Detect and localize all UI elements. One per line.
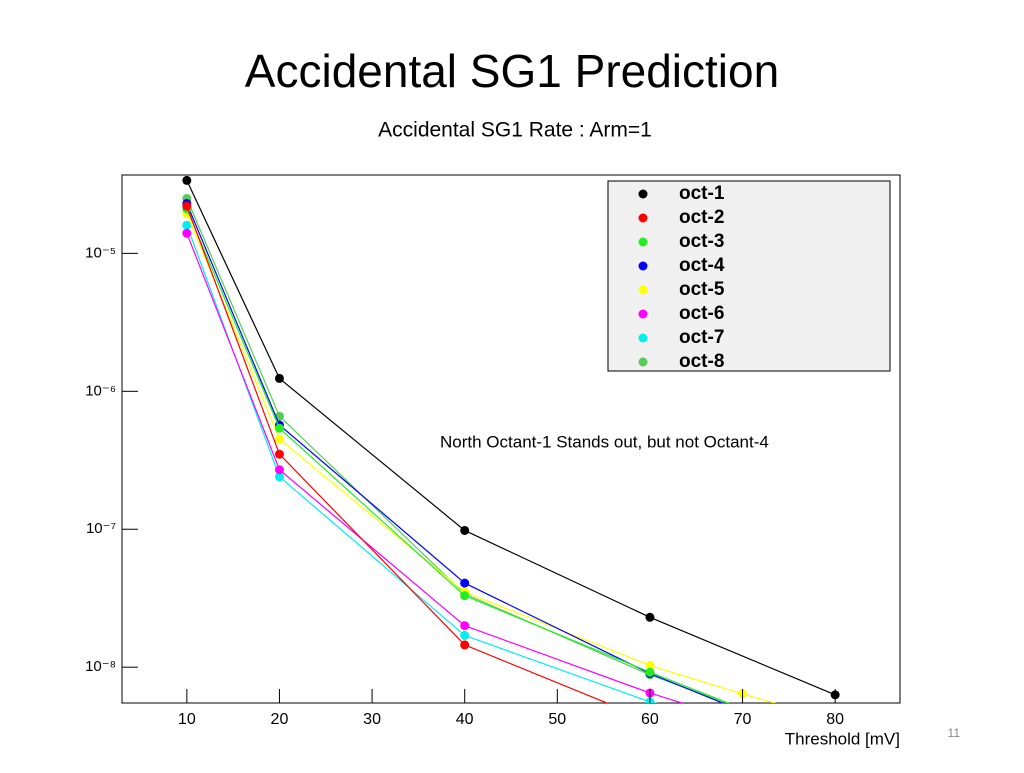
data-point xyxy=(460,621,470,631)
legend-label: oct-5 xyxy=(679,279,725,300)
data-point xyxy=(274,465,284,475)
data-point xyxy=(645,660,655,670)
data-point xyxy=(460,640,470,650)
y-tick-label: 10⁻⁷ xyxy=(86,520,116,537)
x-axis-label: Threshold [mV] xyxy=(785,729,900,748)
legend-marker xyxy=(638,261,648,271)
data-point xyxy=(274,472,284,482)
data-point xyxy=(182,175,192,185)
legend-label: oct-3 xyxy=(679,231,724,252)
x-tick-label: 60 xyxy=(641,711,659,728)
y-tick-label: 10⁻⁵ xyxy=(85,244,116,261)
x-tick-label: 10 xyxy=(178,711,196,728)
chart-title: Accidental SG1 Rate : Arm=1 xyxy=(378,119,652,142)
data-point xyxy=(274,373,284,383)
data-point xyxy=(460,630,470,640)
x-tick-label: 50 xyxy=(548,711,566,728)
legend-marker xyxy=(638,237,648,247)
plot-content xyxy=(182,175,840,703)
data-point xyxy=(460,578,470,588)
legend-label: oct-4 xyxy=(679,255,725,276)
x-tick-label: 70 xyxy=(734,711,752,728)
legend-label: oct-8 xyxy=(679,351,724,372)
legend-label: oct-1 xyxy=(679,183,725,204)
y-tick-label: 10⁻⁶ xyxy=(85,382,116,399)
data-point xyxy=(460,525,470,535)
data-point xyxy=(274,434,284,444)
y-tick-label: 10⁻⁸ xyxy=(85,658,116,675)
data-point xyxy=(645,667,655,677)
legend-marker xyxy=(638,213,648,223)
legend-marker xyxy=(638,285,648,295)
legend-marker xyxy=(638,189,648,199)
legend: oct-1 oct-2 oct-3 oct-4 oct-5 oct-6 oct-7 oct-8 xyxy=(607,180,891,372)
data-point xyxy=(274,423,284,433)
data-point xyxy=(182,228,192,238)
annotation: North Octant-1 Stands out, but not Octan… xyxy=(440,432,769,451)
legend-marker xyxy=(638,309,648,319)
x-tick-label: 40 xyxy=(456,711,474,728)
legend-label: oct-6 xyxy=(679,303,724,324)
data-point xyxy=(182,201,192,211)
data-point xyxy=(645,612,655,622)
x-tick-label: 20 xyxy=(271,711,289,728)
data-point xyxy=(460,591,470,601)
legend-label: oct-7 xyxy=(679,327,724,348)
slide-title: Accidental SG1 Prediction xyxy=(245,45,779,97)
x-tick-label: 30 xyxy=(363,711,381,728)
legend-box xyxy=(607,180,891,372)
data-point xyxy=(274,449,284,459)
legend-label: oct-2 xyxy=(679,207,724,228)
legend-marker xyxy=(638,357,648,367)
data-point xyxy=(182,220,192,230)
series-line xyxy=(186,205,609,703)
legend-marker xyxy=(638,333,648,343)
page-number: 11 xyxy=(948,726,961,740)
x-tick-label: 80 xyxy=(826,711,844,728)
